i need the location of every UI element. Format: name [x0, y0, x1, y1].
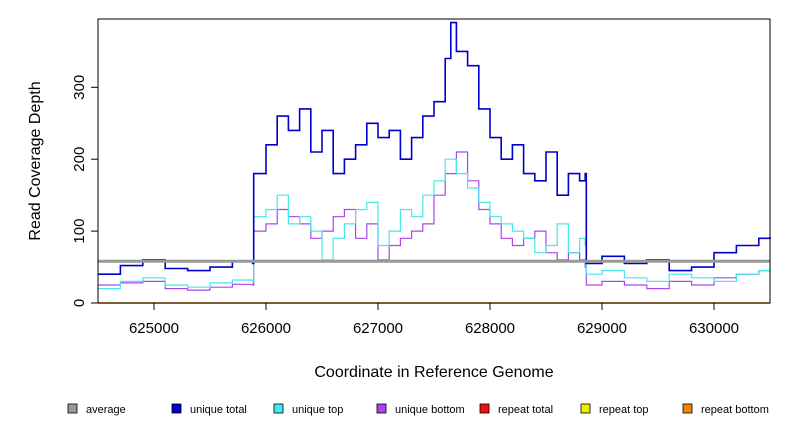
legend-label-unique-bottom: unique bottom	[395, 404, 465, 416]
series-line-unique-total	[98, 21, 771, 275]
y-tick-label: 300	[71, 75, 88, 100]
legend-swatch-repeat-top	[580, 403, 591, 414]
x-axis-label: Coordinate in Reference Genome	[314, 364, 553, 381]
y-tick-label: 200	[71, 147, 88, 172]
y-axis-label: Read Coverage Depth	[27, 81, 44, 240]
x-tick-label: 629000	[577, 320, 627, 337]
x-tick-label: 627000	[353, 320, 403, 337]
legend-swatch-unique-top	[273, 403, 284, 414]
legend-label-average: average	[86, 404, 126, 416]
x-tick-label: 630000	[689, 320, 739, 337]
legend-swatch-unique-total	[171, 403, 182, 414]
legend-swatch-average	[67, 403, 78, 414]
x-tick-label: 628000	[465, 320, 515, 337]
legend: average unique total unique top unique bott…	[67, 403, 769, 416]
x-axis: 625000 626000 627000 628000 629000 630000	[129, 303, 739, 337]
plot-frame	[97, 18, 771, 304]
legend-label-repeat-total: repeat total	[498, 404, 553, 416]
legend-label-repeat-bottom: repeat bottom	[701, 404, 769, 416]
legend-swatch-repeat-bottom	[682, 403, 693, 414]
y-tick-label: 100	[71, 219, 88, 244]
legend-label-repeat-top: repeat top	[599, 404, 649, 416]
legend-swatch-unique-bottom	[376, 403, 387, 414]
x-tick-label: 625000	[129, 320, 179, 337]
x-tick-label: 626000	[241, 320, 291, 337]
legend-label-unique-top: unique top	[292, 404, 343, 416]
y-axis: 0 100 200 300	[71, 75, 98, 307]
legend-label-unique-total: unique total	[190, 404, 247, 416]
y-tick-label: 0	[71, 299, 88, 307]
legend-swatch-repeat-total	[479, 403, 490, 414]
